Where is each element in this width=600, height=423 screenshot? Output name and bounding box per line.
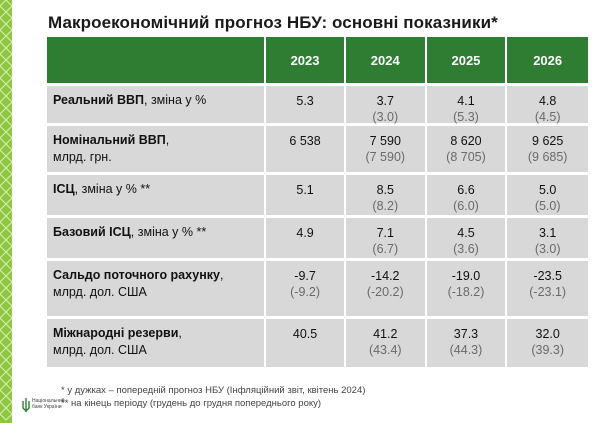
row-label: Сальдо поточного рахунку, млрд. дол. США [53,268,224,299]
value-cell: -19.0 (-18.2) [424,261,506,316]
value-cell: 32.0 (39.3) [505,319,588,367]
value-cell: 8 620 (8 705) [424,126,506,172]
year-header: 2023 [264,37,344,83]
value-cell: 5.0 (5.0) [505,175,588,215]
row-label: Базовий ІСЦ, зміна у % ** [53,225,207,239]
table-header: 2023 2024 2025 2026 [47,37,588,83]
table-row: ІСЦ, зміна у % ** 5.1 8.5 (8.2) 6.6 (6.0) … [47,172,588,215]
value-cell: 9 625 (9 685) [505,126,588,172]
decorative-side-bar [0,0,12,423]
table-row: Базовий ІСЦ, зміна у % ** 4.9 7.1 (6.7) 4… [47,215,588,258]
value-cell: 8.5 (8.2) [343,175,425,215]
page-title: Макроекономічний прогноз НБУ: основні по… [48,13,498,32]
value-cell: 40.5 [264,319,344,367]
forecast-table: 2023 2024 2025 2026 Реальний ВВП, зміна … [47,37,588,367]
value-cell: 37.3 (44.3) [424,319,506,367]
header-empty-cell [47,37,264,83]
value-cell: 4.5 (3.6) [424,218,506,258]
nbu-logo: Національний банк України [22,398,65,417]
table-row: Сальдо поточного рахунку, млрд. дол. США … [47,258,588,316]
value-cell: 5.1 [264,175,344,215]
year-header: 2024 [343,37,425,83]
table-row: Міжнародні резерви, млрд. дол. США 40.5 4… [47,316,588,367]
footnote-period: ** на кінець періоду (грудень до грудня … [61,398,322,409]
row-label: Реальний ВВП, зміна у % [53,93,207,107]
value-cell: -9.7 (-9.2) [264,261,344,316]
row-label: ІСЦ, зміна у % ** [53,182,151,196]
value-cell: 3.7 (3.0) [343,86,425,124]
table-row: Номінальний ВВП, млрд. грн. 6 538 7 590 (7… [47,123,588,172]
nbu-emblem-icon [22,398,30,412]
value-cell: 7 590 (7 590) [343,126,425,172]
year-header: 2026 [505,37,588,83]
value-cell: 6 538 [264,126,344,172]
value-cell: 6.6 (6.0) [424,175,506,215]
value-cell: 7.1 (6.7) [343,218,425,258]
value-cell: -14.2 (-20.2) [343,261,425,316]
value-cell: 4.9 [264,218,344,258]
value-cell: 4.1 (5.3) [424,86,506,124]
value-cell: 41.2 (43.4) [343,319,425,367]
logo-text: Національний банк України [32,398,65,410]
row-label: Міжнародні резерви, млрд. дол. США [53,326,182,357]
value-cell: 4.8 (4.5) [505,86,588,124]
row-label: Номінальний ВВП, млрд. грн. [53,133,170,164]
value-cell: 3.1 (3.0) [505,218,588,258]
year-header: 2025 [424,37,506,83]
footnote-previous-forecast: * у дужках – попередній прогноз НБУ (Інф… [61,385,366,396]
value-cell: -23.5 (-23.1) [505,261,588,316]
table-row: Реальний ВВП, зміна у % 5.3 3.7 (3.0) 4.1… [47,83,588,124]
value-cell: 5.3 [264,86,344,123]
